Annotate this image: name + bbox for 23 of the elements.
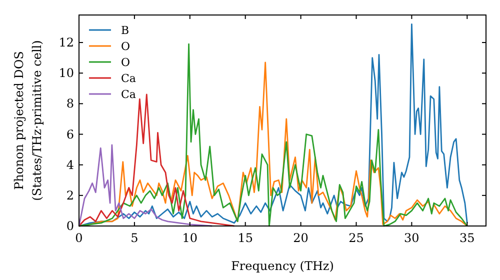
line-series bbox=[78, 144, 213, 227]
x-tick-label: 20 bbox=[293, 231, 308, 245]
x-tick-label: 35 bbox=[460, 231, 475, 245]
y-axis-title: Phonon projected DOS (States/THz·primitive cell) bbox=[12, 40, 44, 201]
x-tick-label: 0 bbox=[75, 231, 83, 245]
y-tick-label: 12 bbox=[58, 36, 74, 50]
y-tick-label: 2 bbox=[66, 188, 74, 202]
x-tick-label: 10 bbox=[182, 231, 198, 245]
y-tick-label: 0 bbox=[66, 219, 74, 233]
x-axis-title: Frequency (THz) bbox=[231, 259, 334, 273]
x-tick-label: 15 bbox=[238, 231, 253, 245]
y-tick-label: 6 bbox=[66, 127, 74, 142]
y-tick-label: 8 bbox=[66, 96, 74, 111]
x-tick-label: 25 bbox=[348, 231, 364, 245]
legend-label: B bbox=[121, 24, 130, 37]
x-tick-label: 30 bbox=[404, 231, 420, 245]
legend-label: O bbox=[121, 56, 130, 69]
y-tick-label: 10 bbox=[58, 66, 74, 80]
y-tick-label: 4 bbox=[66, 158, 74, 172]
legend-label: O bbox=[121, 40, 130, 53]
x-tick-label: 5 bbox=[130, 231, 138, 245]
legend-label: Ca bbox=[121, 88, 136, 101]
legend-label: Ca bbox=[121, 72, 136, 85]
